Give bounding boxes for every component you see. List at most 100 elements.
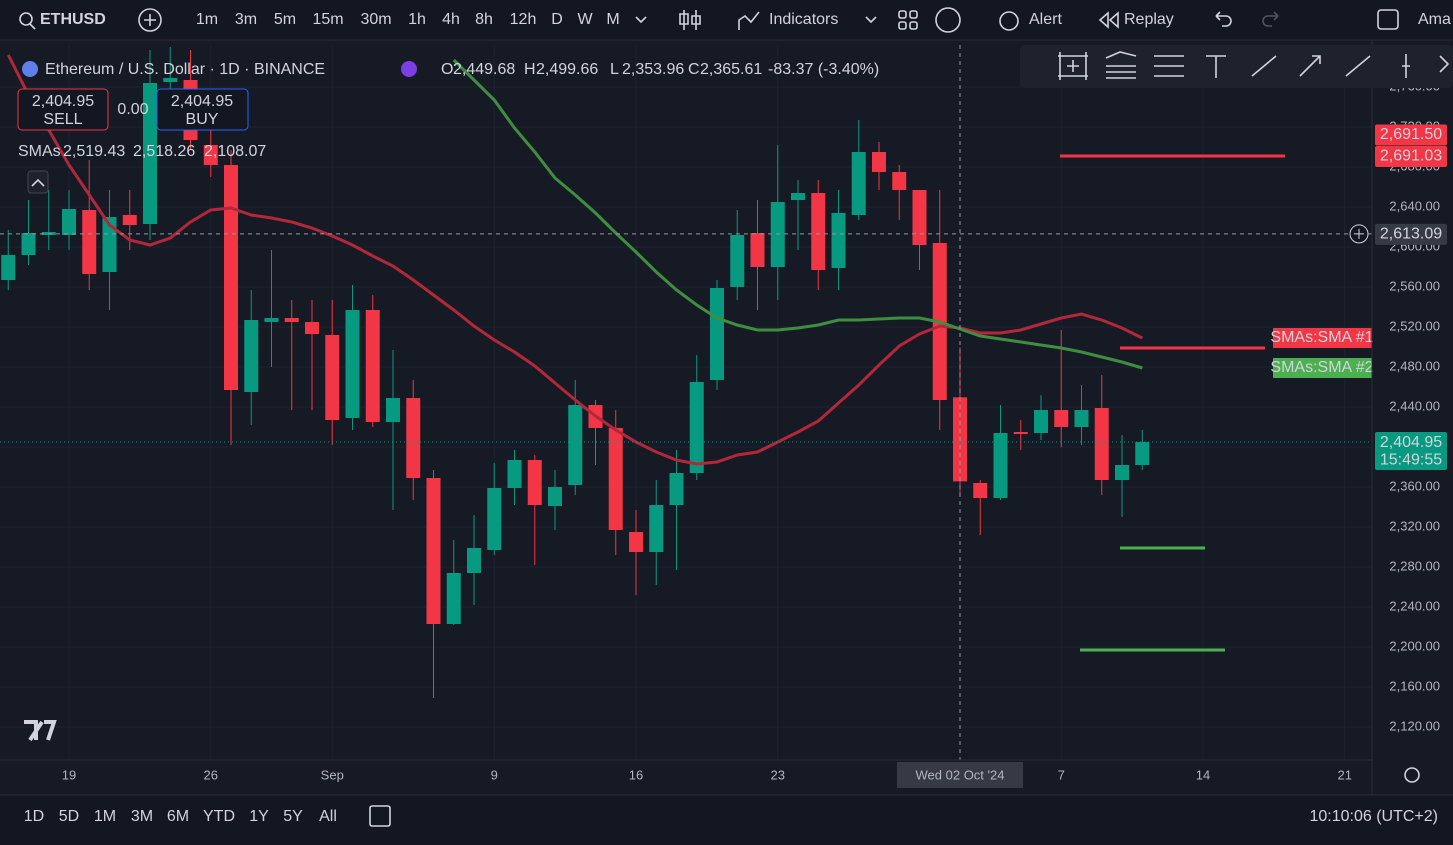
- ohlc-key: C: [688, 61, 700, 78]
- interval-button[interactable]: M: [606, 11, 619, 28]
- replay-button[interactable]: Replay: [1124, 11, 1174, 28]
- chevron[interactable]: [865, 16, 877, 24]
- candle-body: [82, 210, 97, 274]
- y-tick-label: 2,280.00: [1389, 558, 1440, 573]
- symbol-description: Ethereum / U.S. Dollar · 1D · BINANCE: [45, 61, 325, 78]
- range-button[interactable]: 6M: [167, 808, 189, 825]
- candle-body: [872, 152, 886, 172]
- sma-legend-label: SMAs: [18, 143, 61, 160]
- candle-body: [1135, 442, 1150, 465]
- candle-body: [1074, 410, 1089, 427]
- interval-button[interactable]: D: [551, 11, 563, 28]
- candle-body: [669, 473, 684, 505]
- search-icon[interactable]: [19, 12, 33, 26]
- crosshair-date-box: [897, 762, 1023, 788]
- crosshair-plus: [1354, 228, 1364, 239]
- range-button[interactable]: YTD: [203, 808, 235, 825]
- x-tick-label: 21: [1338, 767, 1352, 782]
- price-tag-label: 2,691.50: [1380, 126, 1442, 143]
- y-tick-label: 2,120.00: [1389, 718, 1440, 733]
- ohlc-key: H: [524, 61, 536, 78]
- interval-button[interactable]: 1m: [196, 11, 218, 28]
- candle-body: [507, 460, 522, 488]
- undo-icon[interactable]: [1215, 11, 1232, 27]
- tool-icon[interactable]: [1154, 55, 1184, 77]
- tool-icon[interactable]: [1251, 55, 1277, 77]
- candle-body: [527, 460, 542, 505]
- candle-body: [62, 209, 76, 235]
- price-tag-label: 2,613.09: [1380, 226, 1442, 243]
- candle-body: [770, 202, 785, 267]
- interval-button[interactable]: 4h: [442, 11, 460, 28]
- ohlc-value: 2,499.66: [536, 61, 598, 78]
- indicators-button[interactable]: Indicators: [769, 11, 838, 28]
- chart-type-icon[interactable]: [679, 10, 701, 30]
- candle-body: [426, 478, 441, 624]
- buy-label: BUY: [186, 111, 219, 128]
- candle-body: [892, 172, 907, 190]
- date-range-icon[interactable]: [369, 805, 391, 827]
- range-button[interactable]: All: [319, 808, 337, 825]
- y-tick-label: 2,320.00: [1389, 518, 1440, 533]
- y-tick-label: 2,240.00: [1389, 598, 1440, 613]
- templates-icon[interactable]: [935, 7, 961, 33]
- candle-body: [365, 310, 380, 422]
- sma-tag: [1273, 328, 1372, 348]
- candle-body: [629, 532, 643, 552]
- change: -83.37 (-3.40%): [768, 61, 879, 78]
- tool-icon[interactable]: [1058, 52, 1088, 80]
- candle-body: [568, 405, 583, 485]
- alert-icon[interactable]: [999, 11, 1019, 31]
- interval-button[interactable]: 15m: [312, 11, 343, 28]
- layout-icon[interactable]: [898, 10, 907, 19]
- x-tick-label: 19: [62, 767, 76, 782]
- tool-icon[interactable]: [1105, 51, 1137, 79]
- interval-button[interactable]: 5m: [274, 11, 296, 28]
- range-button[interactable]: 3M: [131, 808, 153, 825]
- tool-icon[interactable]: [1345, 55, 1371, 77]
- symbol[interactable]: ETHUSD: [40, 11, 106, 28]
- interval-button[interactable]: W: [577, 11, 593, 28]
- tool-icon[interactable]: [1402, 54, 1410, 78]
- account-button[interactable]: Ama: [1418, 11, 1451, 28]
- replay-icon[interactable]: [1098, 11, 1119, 29]
- indicators-icon[interactable]: [738, 11, 760, 30]
- range-button[interactable]: 1Y: [249, 808, 269, 825]
- tool-icon[interactable]: [1299, 55, 1321, 77]
- candle-body: [203, 145, 218, 165]
- overlay: 2,120.00 2,160.00 2,200.00 2,240.00 2,280.00…: [17, 61, 1447, 788]
- collapse-button[interactable]: [27, 170, 49, 194]
- redo-icon[interactable]: [1262, 11, 1279, 27]
- sma-legend-value: 2,518.26: [133, 143, 195, 160]
- range-button[interactable]: 1D: [24, 808, 44, 825]
- range-button[interactable]: 5Y: [283, 808, 303, 825]
- interval-button[interactable]: 8h: [475, 11, 493, 28]
- chevron[interactable]: [635, 16, 647, 24]
- interval-button[interactable]: 3m: [235, 11, 257, 28]
- range-button[interactable]: 1M: [94, 808, 116, 825]
- buy-button[interactable]: [156, 88, 249, 131]
- candle-body: [305, 322, 319, 334]
- settings-icon[interactable]: [1404, 767, 1420, 783]
- add-symbol-icon[interactable]: [138, 8, 162, 32]
- alert-button[interactable]: Alert: [1029, 11, 1062, 28]
- interval-button[interactable]: 12h: [510, 11, 537, 28]
- interval-button[interactable]: 1h: [408, 11, 426, 28]
- fullscreen-icon[interactable]: [1377, 9, 1399, 30]
- candle-body: [710, 288, 724, 380]
- range-button[interactable]: 5D: [59, 808, 79, 825]
- x-tick-label: 16: [629, 767, 643, 782]
- tool-icon[interactable]: [1206, 55, 1226, 78]
- interval-button[interactable]: 30m: [360, 11, 391, 28]
- x-tick-label: 7: [1058, 767, 1065, 782]
- sell-button[interactable]: [17, 88, 109, 131]
- y-tick-label: 2,440.00: [1389, 398, 1440, 413]
- clock[interactable]: 10:10:06 (UTC+2): [1309, 808, 1438, 825]
- y-tick-label: 2,160.00: [1389, 678, 1440, 693]
- tool-icon[interactable]: [1439, 55, 1450, 73]
- price-tag: [1375, 145, 1447, 167]
- candle-body: [811, 193, 826, 270]
- ohlc-value: 2,365.61: [700, 61, 762, 78]
